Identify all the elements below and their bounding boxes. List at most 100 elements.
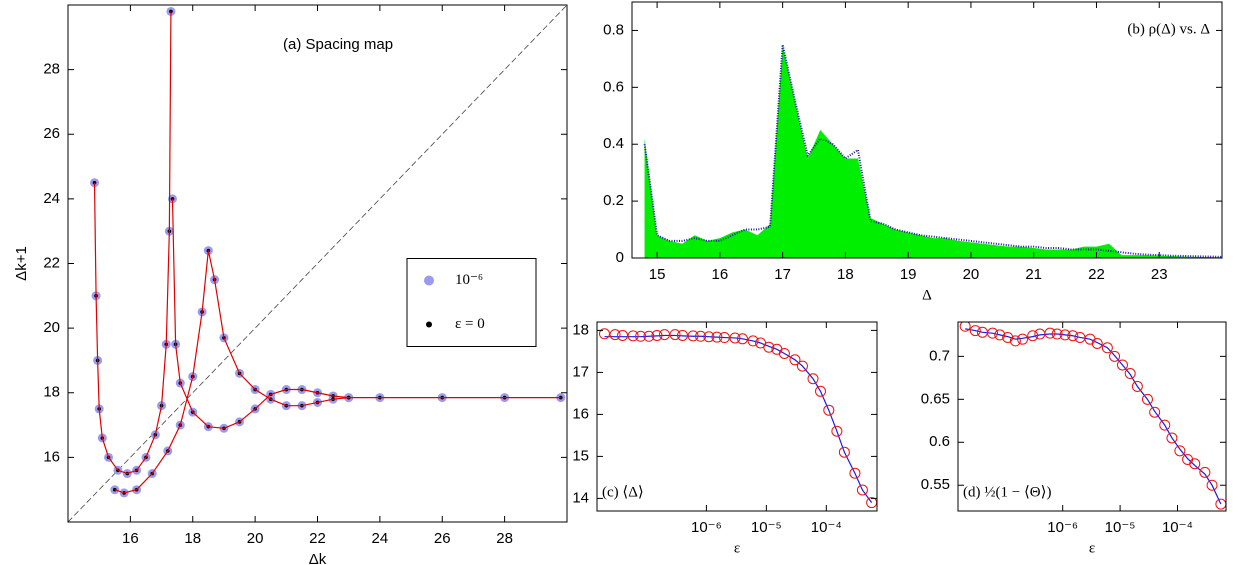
line	[93, 11, 172, 475]
marker	[994, 329, 1006, 341]
marker	[598, 328, 610, 340]
line	[604, 334, 873, 503]
y-tick-label: 15	[572, 447, 589, 464]
marker	[1149, 406, 1161, 418]
marker	[1027, 330, 1039, 342]
y-tick-label: 22	[43, 254, 60, 271]
x-tick-label: 18	[184, 530, 201, 547]
marker	[1159, 419, 1171, 431]
x-tick-label: 22	[1088, 266, 1105, 283]
marker	[729, 332, 741, 344]
x-tick-label: 19	[900, 266, 917, 283]
marker	[1017, 333, 1029, 345]
marker	[959, 322, 971, 332]
y-tick-label: 17	[572, 363, 589, 380]
marker	[1141, 393, 1153, 405]
y-tick-label: 18	[43, 384, 60, 401]
marker	[617, 329, 629, 341]
marker	[1051, 328, 1063, 340]
chart-title: (c) ⟨Δ⟩	[602, 484, 644, 500]
chart-title: (a) Spacing map	[283, 36, 393, 53]
legend-box	[406, 258, 537, 347]
x-axis-label: ε	[1089, 540, 1095, 556]
x-tick-label: 10⁻⁵	[751, 519, 782, 536]
plot-area	[598, 328, 877, 509]
marker	[1009, 335, 1021, 347]
marker	[736, 333, 748, 345]
y-tick-label: 28	[43, 61, 60, 78]
x-tick-label: 15	[649, 266, 666, 283]
y-tick-label: 14	[572, 489, 589, 506]
x-axis-label: Δ	[922, 287, 932, 303]
marker	[1002, 331, 1014, 343]
marker	[1199, 466, 1211, 478]
y-tick-label: 0.4	[603, 135, 624, 152]
point	[92, 180, 97, 185]
marker	[815, 385, 827, 397]
y-tick-label: 26	[43, 125, 60, 142]
marker	[677, 329, 689, 341]
y-tick-label: 18	[572, 321, 589, 338]
line	[114, 250, 561, 494]
marker	[643, 330, 655, 342]
marker	[1131, 380, 1143, 392]
line	[965, 328, 1222, 505]
marker	[987, 327, 999, 339]
marker	[1124, 368, 1136, 380]
marker	[1067, 330, 1079, 342]
x-tick-label: 10⁻⁴	[811, 519, 842, 536]
marker	[969, 325, 981, 337]
marker	[1174, 445, 1186, 457]
chart-title: (d) ½(1 − ⟨Θ⟩)	[963, 484, 1051, 500]
y-tick-label: 20	[43, 319, 60, 336]
marker	[651, 329, 663, 341]
marker	[1182, 453, 1194, 465]
marker	[856, 484, 868, 496]
y-tick-label: 0.65	[921, 390, 950, 407]
y-tick-label: 16	[43, 448, 60, 465]
marker	[1044, 327, 1056, 339]
marker	[849, 467, 861, 479]
y-axis-label: Δk+1	[13, 246, 30, 281]
y-tick-label: 0.55	[921, 476, 950, 493]
y-tick-label: 0	[616, 249, 624, 266]
x-tick-label: 21	[1025, 266, 1042, 283]
marker	[1166, 432, 1178, 444]
x-tick-label: 22	[309, 530, 326, 547]
x-tick-label: 17	[774, 266, 791, 283]
x-tick-label: 18	[837, 266, 854, 283]
marker	[1189, 458, 1201, 470]
marker	[718, 332, 730, 344]
marker	[831, 425, 843, 437]
marker	[1116, 359, 1128, 371]
legend-marker	[426, 321, 432, 328]
marker	[669, 329, 681, 341]
x-tick-label: 20	[963, 266, 980, 283]
line	[171, 198, 349, 429]
x-tick-label: 10⁻⁶	[691, 519, 722, 536]
plot-area	[68, 5, 567, 522]
line	[643, 44, 1222, 258]
y-tick-label: 0.6	[929, 433, 950, 450]
axes-frame	[957, 321, 1227, 512]
marker	[823, 404, 835, 416]
x-tick-label: 16	[122, 530, 139, 547]
x-tick-label: 10⁻⁵	[1105, 519, 1136, 536]
marker	[1206, 479, 1218, 491]
x-tick-label: 16	[712, 266, 729, 283]
marker	[838, 446, 850, 458]
legend-label: 10⁻⁶	[455, 272, 483, 288]
plot-area	[643, 44, 1222, 258]
marker	[711, 331, 723, 343]
x-tick-label: 10⁻⁴	[1162, 519, 1193, 536]
marker	[763, 341, 775, 353]
area	[644, 44, 1222, 258]
marker	[609, 329, 621, 341]
marker	[1091, 337, 1103, 349]
axes-frame	[596, 321, 878, 512]
marker	[687, 330, 699, 342]
x-tick-label: 26	[434, 530, 451, 547]
marker	[1109, 350, 1121, 362]
marker	[747, 335, 759, 347]
